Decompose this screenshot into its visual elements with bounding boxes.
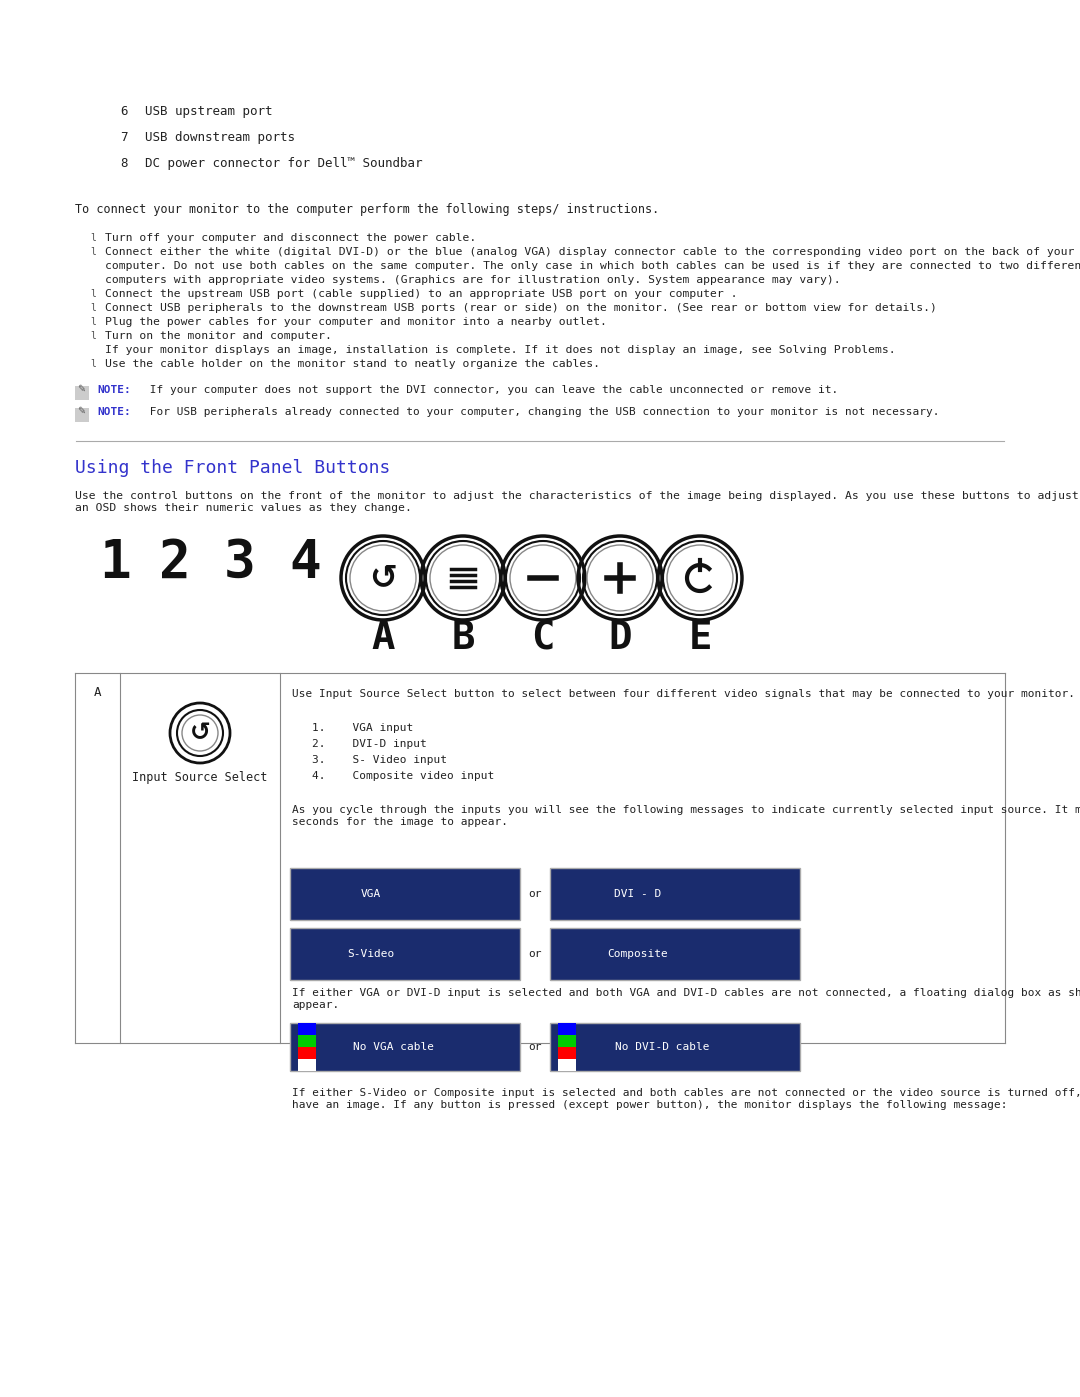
Text: computer. Do not use both cables on the same computer. The only case in which bo: computer. Do not use both cables on the … — [105, 261, 1080, 271]
Bar — [298, 1023, 316, 1035]
Text: If either S-Video or Composite input is selected and both cables are not connect: If either S-Video or Composite input is … — [292, 1088, 1080, 1109]
Text: Use the cable holder on the monitor stand to neatly organize the cables.: Use the cable holder on the monitor stan… — [105, 359, 600, 369]
Text: As you cycle through the inputs you will see the following messages to indicate : As you cycle through the inputs you will… — [292, 805, 1080, 827]
Text: No DVI-D cable: No DVI-D cable — [616, 1042, 710, 1052]
Text: l: l — [90, 233, 96, 243]
FancyBboxPatch shape — [291, 928, 519, 981]
Text: To connect your monitor to the computer perform the following steps/ instruction: To connect your monitor to the computer … — [75, 203, 659, 217]
Text: Turn off your computer and disconnect the power cable.: Turn off your computer and disconnect th… — [105, 233, 476, 243]
Text: For USB peripherals already connected to your computer, changing the USB connect: For USB peripherals already connected to… — [143, 407, 940, 416]
Text: ✎: ✎ — [77, 407, 85, 416]
Text: E: E — [688, 619, 712, 657]
FancyBboxPatch shape — [291, 868, 519, 921]
Bar — [558, 1035, 576, 1046]
Text: 3: 3 — [225, 536, 256, 590]
Text: or: or — [528, 1042, 542, 1052]
Text: l: l — [90, 317, 96, 327]
FancyBboxPatch shape — [550, 928, 800, 981]
Text: USB downstream ports: USB downstream ports — [145, 131, 295, 144]
Bar — [558, 1046, 576, 1059]
Text: or: or — [528, 949, 542, 958]
Text: 1.    VGA input: 1. VGA input — [312, 724, 414, 733]
Text: Using the Front Panel Buttons: Using the Front Panel Buttons — [75, 460, 390, 476]
Text: No VGA cable: No VGA cable — [353, 1042, 434, 1052]
FancyBboxPatch shape — [550, 868, 800, 921]
Text: 2: 2 — [159, 536, 191, 590]
Text: ↺: ↺ — [369, 562, 397, 595]
Text: Plug the power cables for your computer and monitor into a nearby outlet.: Plug the power cables for your computer … — [105, 317, 607, 327]
Bar — [298, 1059, 316, 1071]
Text: Connect either the white (digital DVI-D) or the blue (analog VGA) display connec: Connect either the white (digital DVI-D)… — [105, 247, 1075, 257]
Text: USB upstream port: USB upstream port — [145, 105, 272, 117]
Text: 8: 8 — [120, 156, 127, 170]
Text: 4.    Composite video input: 4. Composite video input — [312, 771, 495, 781]
Text: Connect the upstream USB port (cable supplied) to an appropriate USB port on you: Connect the upstream USB port (cable sup… — [105, 289, 738, 299]
Text: ✎: ✎ — [77, 384, 85, 394]
Bar — [558, 1059, 576, 1071]
Text: Use the control buttons on the front of the monitor to adjust the characteristic: Use the control buttons on the front of … — [75, 490, 1080, 513]
Text: A: A — [372, 619, 394, 657]
Text: If your monitor displays an image, installation is complete. If it does not disp: If your monitor displays an image, insta… — [105, 345, 895, 355]
Text: Connect USB peripherals to the downstream USB ports (rear or side) on the monito: Connect USB peripherals to the downstrea… — [105, 303, 936, 313]
Bar — [298, 1035, 316, 1046]
Text: l: l — [90, 359, 96, 369]
Text: or: or — [528, 888, 542, 900]
Text: NOTE:: NOTE: — [97, 386, 131, 395]
Text: computers with appropriate video systems. (Graphics are for illustration only. S: computers with appropriate video systems… — [105, 275, 840, 285]
Text: l: l — [90, 331, 96, 341]
Text: ↺: ↺ — [189, 721, 211, 745]
Text: If your computer does not support the DVI connector, you can leave the cable unc: If your computer does not support the DV… — [143, 386, 838, 395]
Text: 2.    DVI-D input: 2. DVI-D input — [312, 739, 427, 749]
Text: B: B — [451, 619, 475, 657]
FancyBboxPatch shape — [550, 1023, 800, 1071]
Text: 7: 7 — [120, 131, 127, 144]
Text: D: D — [608, 619, 632, 657]
Text: C: C — [531, 619, 555, 657]
Bar — [298, 1046, 316, 1059]
Text: Turn on the monitor and computer.: Turn on the monitor and computer. — [105, 331, 332, 341]
Text: Composite: Composite — [607, 949, 667, 958]
Text: DC power connector for Dell™ Soundbar: DC power connector for Dell™ Soundbar — [145, 156, 422, 170]
Bar — [558, 1023, 576, 1035]
Text: Input Source Select: Input Source Select — [133, 771, 268, 785]
Text: A: A — [94, 686, 102, 700]
Text: l: l — [90, 289, 96, 299]
FancyBboxPatch shape — [291, 1023, 519, 1071]
Text: l: l — [90, 247, 96, 257]
FancyBboxPatch shape — [75, 386, 89, 400]
Text: S-Video: S-Video — [347, 949, 394, 958]
Text: 4: 4 — [289, 536, 321, 590]
Text: 3.    S- Video input: 3. S- Video input — [312, 754, 447, 766]
Text: VGA: VGA — [361, 888, 380, 900]
FancyBboxPatch shape — [75, 408, 89, 422]
Text: 1: 1 — [99, 536, 131, 590]
Text: l: l — [90, 303, 96, 313]
Text: DVI - D: DVI - D — [613, 888, 661, 900]
Text: 6: 6 — [120, 105, 127, 117]
Text: NOTE:: NOTE: — [97, 407, 131, 416]
Text: If either VGA or DVI-D input is selected and both VGA and DVI-D cables are not c: If either VGA or DVI-D input is selected… — [292, 988, 1080, 1010]
Text: Use Input Source Select button to select between four different video signals th: Use Input Source Select button to select… — [292, 689, 1075, 698]
